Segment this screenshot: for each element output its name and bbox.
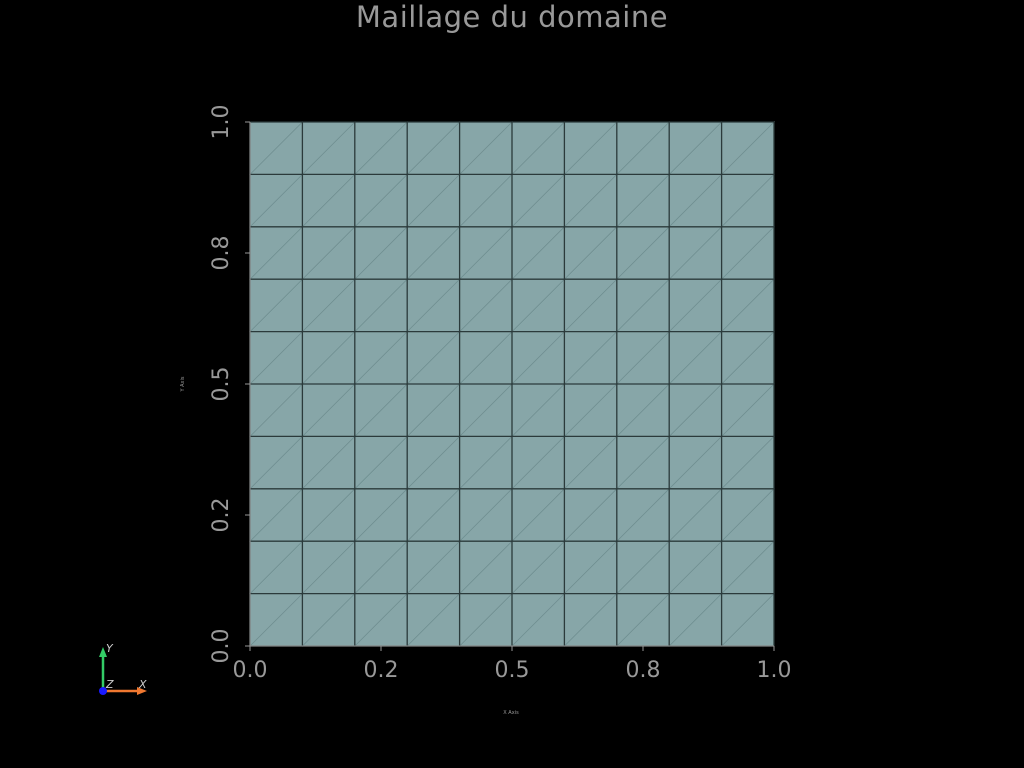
x-tick-label: 0.2	[364, 658, 399, 683]
y-tick-label: 0.5	[209, 367, 234, 402]
x-tick-label: 1.0	[757, 658, 792, 683]
x-axis-label: X Axis	[503, 710, 519, 716]
y-tick-label: 1.0	[209, 105, 234, 140]
axis-ticks: 0.0 0.2 0.5 0.8 1.0 0.0 0.2 0.5 0.8 1.0	[209, 105, 792, 684]
x-tick-label: 0.0	[233, 658, 268, 683]
x-axis-letter: X	[138, 678, 147, 691]
plot-title: Maillage du domaine	[355, 0, 669, 34]
y-tick-label: 0.0	[209, 629, 234, 664]
y-axis-arrowhead	[99, 647, 107, 657]
mesh	[249, 121, 775, 647]
x-tick-label: 0.5	[495, 658, 530, 683]
y-axis-letter: Y	[106, 642, 114, 655]
orientation-axes-widget: Y X Z	[99, 642, 147, 695]
x-tick-label: 0.8	[626, 658, 661, 683]
y-axis-label: Y Axis	[180, 376, 186, 392]
y-tick-label: 0.8	[209, 236, 234, 271]
x-axis-arrowhead	[137, 687, 147, 695]
z-axis-letter: Z	[105, 678, 114, 691]
z-axis-dot	[99, 687, 107, 695]
y-tick-label: 0.2	[209, 498, 234, 533]
